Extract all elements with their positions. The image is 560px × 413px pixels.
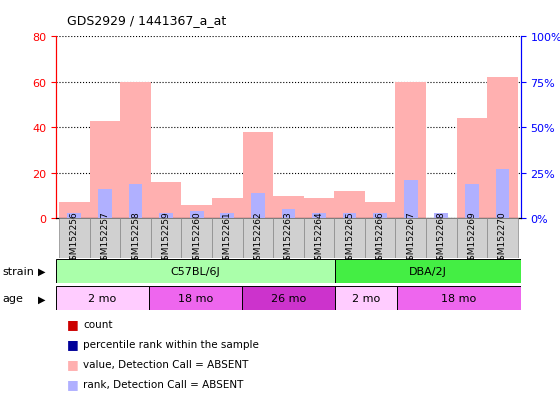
Text: ■: ■ bbox=[67, 357, 79, 370]
Bar bbox=[335, 259, 521, 283]
Bar bbox=[343, 214, 356, 219]
Text: strain: strain bbox=[3, 266, 35, 276]
Bar bbox=[59, 203, 90, 219]
Bar bbox=[149, 287, 242, 311]
Text: GSM152263: GSM152263 bbox=[284, 211, 293, 266]
Bar bbox=[251, 193, 265, 219]
Bar bbox=[129, 184, 142, 219]
Text: age: age bbox=[3, 294, 24, 304]
Bar bbox=[212, 219, 242, 258]
Text: ▶: ▶ bbox=[39, 294, 46, 304]
Bar bbox=[312, 214, 326, 219]
Bar bbox=[67, 214, 81, 219]
Bar bbox=[56, 259, 335, 283]
Bar bbox=[242, 133, 273, 219]
Bar bbox=[334, 219, 365, 258]
Bar bbox=[365, 203, 395, 219]
Text: GSM152265: GSM152265 bbox=[345, 211, 354, 266]
Bar bbox=[159, 214, 173, 219]
Text: GSM152256: GSM152256 bbox=[70, 211, 79, 266]
Bar bbox=[487, 78, 518, 219]
Text: GSM152266: GSM152266 bbox=[376, 211, 385, 266]
Bar bbox=[120, 83, 151, 219]
Bar bbox=[395, 219, 426, 258]
Text: ■: ■ bbox=[67, 337, 79, 351]
Text: ■: ■ bbox=[67, 318, 79, 331]
Bar bbox=[397, 287, 521, 311]
Bar bbox=[487, 219, 518, 258]
Bar bbox=[181, 205, 212, 219]
Text: GSM152260: GSM152260 bbox=[192, 211, 201, 266]
Bar bbox=[304, 219, 334, 258]
Bar bbox=[456, 219, 487, 258]
Bar bbox=[212, 199, 242, 219]
Bar bbox=[273, 196, 304, 219]
Bar bbox=[404, 181, 418, 219]
Bar bbox=[242, 219, 273, 258]
Bar bbox=[242, 287, 335, 311]
Bar bbox=[120, 219, 151, 258]
Bar bbox=[90, 121, 120, 219]
Bar bbox=[374, 214, 387, 219]
Text: GSM152268: GSM152268 bbox=[437, 211, 446, 266]
Bar bbox=[395, 83, 426, 219]
Bar bbox=[365, 219, 395, 258]
Bar bbox=[435, 214, 448, 219]
Text: percentile rank within the sample: percentile rank within the sample bbox=[83, 339, 259, 349]
Text: GSM152267: GSM152267 bbox=[406, 211, 415, 266]
Text: count: count bbox=[83, 319, 113, 329]
Text: 2 mo: 2 mo bbox=[88, 294, 116, 304]
Bar bbox=[221, 214, 234, 219]
Bar bbox=[56, 287, 149, 311]
Bar bbox=[465, 184, 479, 219]
Bar bbox=[335, 287, 397, 311]
Text: GSM152262: GSM152262 bbox=[253, 211, 262, 266]
Bar bbox=[190, 211, 203, 219]
Bar bbox=[98, 190, 112, 219]
Text: 18 mo: 18 mo bbox=[178, 294, 213, 304]
Bar bbox=[426, 219, 456, 258]
Text: DBA/2J: DBA/2J bbox=[409, 266, 447, 276]
Bar bbox=[304, 199, 334, 219]
Text: GSM152269: GSM152269 bbox=[468, 211, 477, 266]
Text: GSM152259: GSM152259 bbox=[162, 211, 171, 266]
Text: 18 mo: 18 mo bbox=[441, 294, 477, 304]
Bar bbox=[334, 192, 365, 219]
Text: GSM152257: GSM152257 bbox=[100, 211, 109, 266]
Bar bbox=[151, 219, 181, 258]
Text: rank, Detection Call = ABSENT: rank, Detection Call = ABSENT bbox=[83, 379, 243, 389]
Text: value, Detection Call = ABSENT: value, Detection Call = ABSENT bbox=[83, 359, 248, 369]
Text: ■: ■ bbox=[67, 377, 79, 390]
Text: GSM152270: GSM152270 bbox=[498, 211, 507, 266]
Bar bbox=[456, 119, 487, 219]
Text: GDS2929 / 1441367_a_at: GDS2929 / 1441367_a_at bbox=[67, 14, 226, 27]
Bar bbox=[59, 219, 90, 258]
Bar bbox=[151, 183, 181, 219]
Bar bbox=[282, 210, 295, 219]
Text: ▶: ▶ bbox=[39, 266, 46, 276]
Bar bbox=[273, 219, 304, 258]
Text: 2 mo: 2 mo bbox=[352, 294, 380, 304]
Bar bbox=[496, 170, 510, 219]
Text: GSM152264: GSM152264 bbox=[315, 211, 324, 266]
Text: GSM152261: GSM152261 bbox=[223, 211, 232, 266]
Bar bbox=[90, 219, 120, 258]
Bar bbox=[181, 219, 212, 258]
Text: 26 mo: 26 mo bbox=[271, 294, 306, 304]
Text: C57BL/6J: C57BL/6J bbox=[171, 266, 220, 276]
Text: GSM152258: GSM152258 bbox=[131, 211, 140, 266]
